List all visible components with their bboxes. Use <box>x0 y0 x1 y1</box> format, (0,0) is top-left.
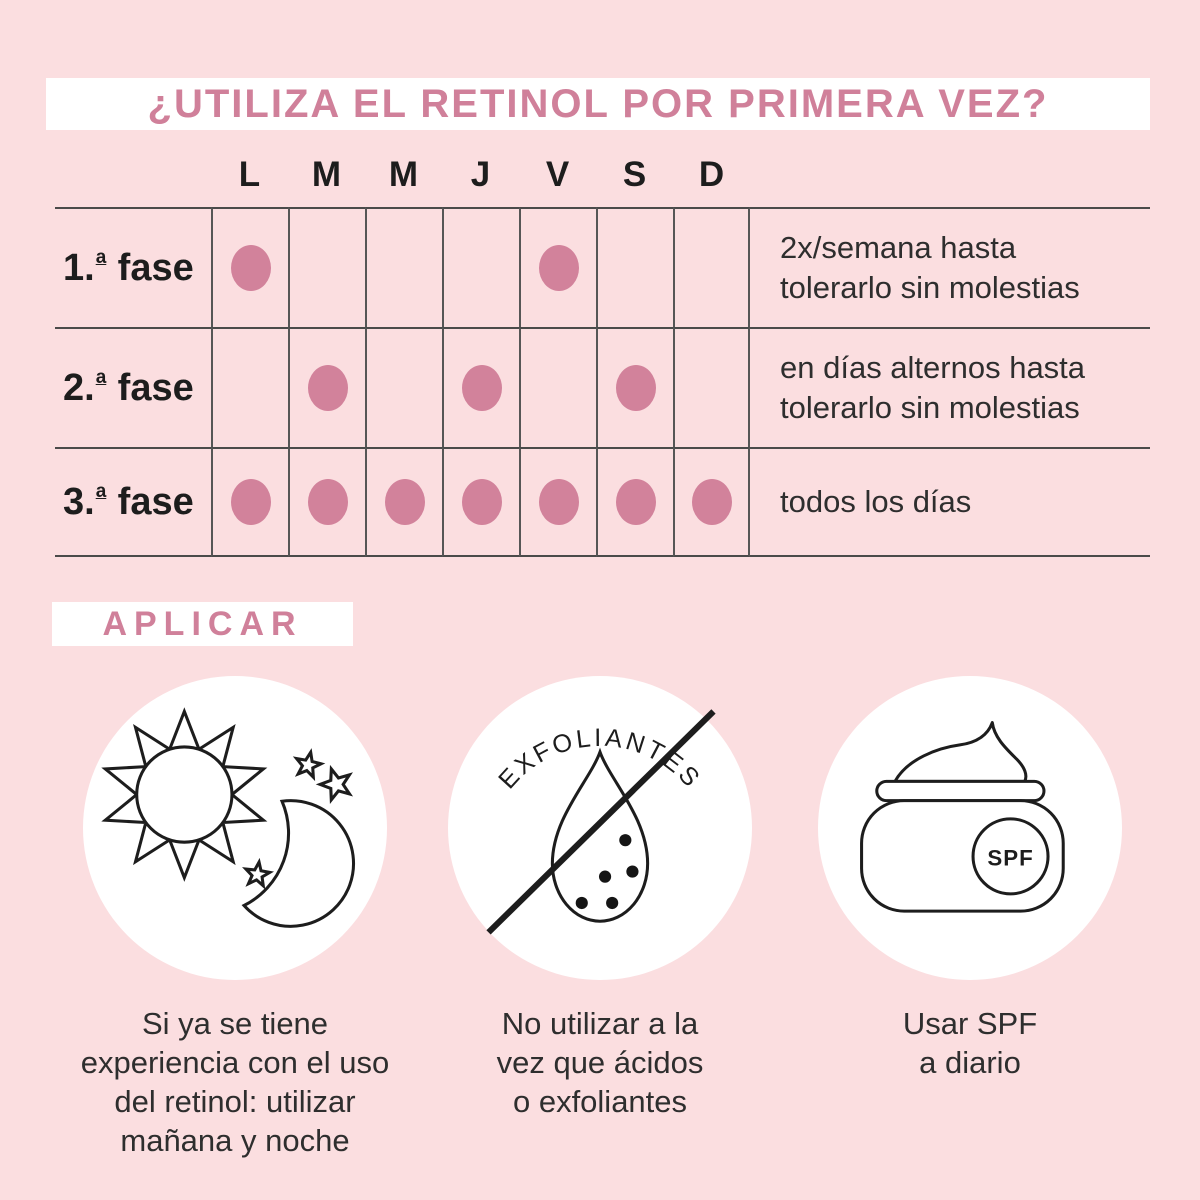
schedule-cell <box>288 327 365 447</box>
phase-label: 1. a fase <box>55 207 211 327</box>
schedule-cell <box>365 327 442 447</box>
schedule-cell <box>673 207 750 327</box>
caption-spf: Usar SPF a diario <box>902 1006 1038 1080</box>
dose-dot <box>230 479 271 525</box>
day-header: S <box>622 155 647 194</box>
dose-dot <box>615 479 656 525</box>
schedule-cell <box>365 447 442 557</box>
schedule-cell <box>442 327 519 447</box>
dose-dot <box>307 479 348 525</box>
day-header: L <box>238 155 261 194</box>
day-header: M <box>311 155 342 194</box>
dose-dot <box>461 479 502 525</box>
schedule-cell <box>673 327 750 447</box>
note-header-spacer <box>750 152 1150 207</box>
section-heading: APLICAR <box>102 604 303 643</box>
weekly-schedule-table: L M M J V S D 1. a fase 2x/semana hasta tolerarlo … <box>55 152 1150 557</box>
schedule-cell <box>211 447 288 557</box>
no-exfoliants-drop-icon: EXFOLIANTES <box>486 709 716 935</box>
sun-and-moon-icon <box>101 707 355 928</box>
dose-dot <box>538 479 579 525</box>
star-icon <box>315 764 354 805</box>
spf-jar-icon: SPF <box>860 721 1065 913</box>
schedule-cell <box>519 207 596 327</box>
apply-item-day-night: Si ya se tiene experiencia con el uso de… <box>33 676 437 1191</box>
schedule-cell <box>596 327 673 447</box>
schedule-cell <box>519 327 596 447</box>
schedule-cell <box>211 327 288 447</box>
jar-lid <box>875 779 1046 803</box>
phase-note: todos los días <box>750 447 1150 557</box>
prohibition-slash-icon <box>486 709 716 935</box>
cream-swirl <box>893 721 1028 783</box>
spf-badge <box>971 817 1050 896</box>
schedule-cell <box>596 207 673 327</box>
title-band: ¿UTILIZA EL RETINOL POR PRIMERA VEZ? <box>46 78 1150 130</box>
schedule-cell <box>288 447 365 557</box>
schedule-cell <box>365 207 442 327</box>
schedule-cell <box>442 207 519 327</box>
moon-icon <box>241 799 355 928</box>
day-header-spacer <box>55 152 211 207</box>
schedule-cell <box>519 447 596 557</box>
icon-circle <box>83 676 387 980</box>
drop-dots <box>575 834 639 910</box>
sun-core <box>135 745 234 844</box>
caption-day-night: Si ya se tiene experiencia con el uso de… <box>80 1006 390 1158</box>
dose-dot <box>691 479 732 525</box>
icon-circle: SPF <box>818 676 1122 980</box>
star-icon <box>292 748 326 782</box>
day-header: V <box>545 155 570 194</box>
icon-circle: EXFOLIANTES <box>448 676 752 980</box>
day-header: D <box>698 155 725 194</box>
day-header: M <box>388 155 419 194</box>
page-title: ¿UTILIZA EL RETINOL POR PRIMERA VEZ? <box>147 81 1049 126</box>
caption-no-exfoliants: No utilizar a la vez que ácidos o exfoli… <box>496 1006 704 1119</box>
day-header: J <box>470 155 491 194</box>
schedule-cell <box>673 447 750 557</box>
schedule-cell <box>596 447 673 557</box>
spf-label: SPF <box>987 845 1033 870</box>
dose-dot <box>384 479 425 525</box>
dose-dot <box>461 365 502 411</box>
phase-note: 2x/semana hasta tolerarlo sin molestias <box>750 207 1150 327</box>
dose-dot <box>230 245 271 291</box>
schedule-cell <box>211 207 288 327</box>
phase-label: 2. a fase <box>55 327 211 447</box>
aplicar-band: APLICAR <box>52 602 353 646</box>
schedule-cell <box>288 207 365 327</box>
phase-note: en días alternos hasta tolerarlo sin mol… <box>750 327 1150 447</box>
schedule-cell <box>442 447 519 557</box>
star-icon <box>242 857 275 890</box>
apply-item-no-exfoliants: EXFOLIANTES No utilizar a la vez que áci… <box>398 676 802 1152</box>
phase-label: 3. a fase <box>55 447 211 557</box>
drop-icon <box>550 747 650 923</box>
dose-dot <box>307 365 348 411</box>
dose-dot <box>615 365 656 411</box>
dose-dot <box>538 245 579 291</box>
apply-item-spf: SPF Usar SPF a diario <box>768 676 1172 1113</box>
